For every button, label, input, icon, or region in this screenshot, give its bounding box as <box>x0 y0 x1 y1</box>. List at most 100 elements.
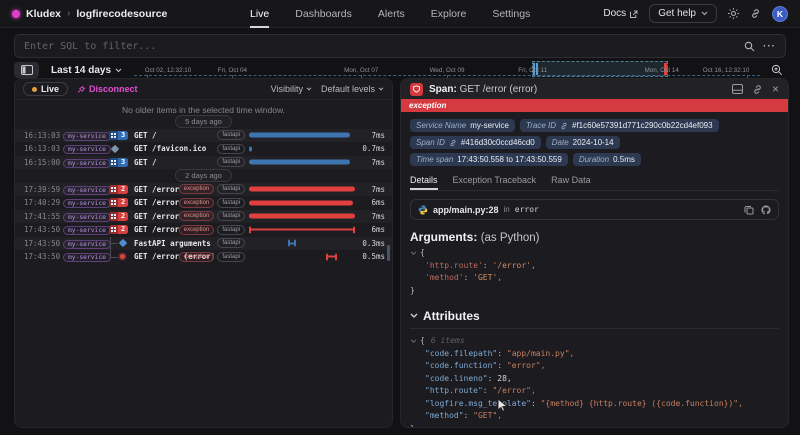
duration-bar <box>249 214 355 219</box>
trace-row[interactable]: 16:13:03my-service3GET /fastapi7ms <box>15 129 392 143</box>
trace-row-name: GET /error <box>134 225 177 234</box>
get-help-button[interactable]: Get help <box>649 4 717 23</box>
dock-panel-icon[interactable] <box>732 84 743 94</box>
exception-banner: exception <box>401 99 788 112</box>
trace-row[interactable]: 17:43:50my-serviceFastAPI argumentsfasta… <box>15 237 392 251</box>
more-options-icon[interactable]: ··· <box>763 41 776 52</box>
trace-row[interactable]: 17:43:50my-serviceGET /error (error)exce… <box>15 250 392 264</box>
trace-row[interactable]: 17:40:29my-service2GET /errorexceptionfa… <box>15 196 392 210</box>
visibility-dropdown[interactable]: Visibility <box>271 84 312 94</box>
trace-row-name: GET / <box>134 158 177 167</box>
sql-filter-input[interactable] <box>24 41 736 52</box>
scrollbar-thumb[interactable] <box>387 245 390 261</box>
trace-row-time: 17:41:55 <box>24 212 59 221</box>
nav-item-alerts[interactable]: Alerts <box>378 0 405 28</box>
duration-span-marker <box>326 253 337 260</box>
disconnect-button[interactable]: Disconnect <box>77 84 138 94</box>
duration-bar <box>249 187 355 192</box>
trace-row[interactable]: 17:41:55my-service2GET /errorexceptionfa… <box>15 210 392 224</box>
timeline-track[interactable]: Oct 02, 12:32:10Fri, Oct 04Mon, Oct 07We… <box>134 62 760 78</box>
collapse-caret-icon[interactable] <box>410 339 417 344</box>
trace-row-service: my-service <box>63 225 105 234</box>
meta-badge-duration[interactable]: Duration0.5ms <box>573 153 641 166</box>
trace-row-marker <box>109 250 130 264</box>
time-gap-pill[interactable]: 2 days ago <box>175 169 232 182</box>
nav-item-live[interactable]: Live <box>250 0 269 28</box>
nav-item-dashboards[interactable]: Dashboards <box>295 0 352 28</box>
attr-key: "http.route" <box>425 385 483 398</box>
copy-link-icon[interactable] <box>752 84 763 95</box>
tag-fastapi: fastapi <box>217 252 245 262</box>
code-location-file: app/main.py:28 <box>433 205 499 215</box>
default-levels-dropdown[interactable]: Default levels <box>321 84 384 94</box>
plug-icon <box>77 85 86 94</box>
avatar[interactable]: K <box>772 6 788 22</box>
get-help-label: Get help <box>658 8 696 19</box>
span-count-badge[interactable]: 3 <box>109 131 128 140</box>
collapse-caret-icon[interactable] <box>410 251 417 256</box>
code-line: { <box>410 247 779 260</box>
service-pill: my-service <box>63 240 111 249</box>
trace-row[interactable]: 17:39:59my-service2GET /errorexceptionfa… <box>15 183 392 197</box>
meta-badge-trace-id[interactable]: Trace ID#f1c60e57391d771c290c0b22cd4ef09… <box>520 119 719 132</box>
trace-row-service: my-service <box>63 252 105 261</box>
time-gap-pill[interactable]: 5 days ago <box>175 115 232 128</box>
sidebar-toggle-button[interactable] <box>14 62 39 78</box>
trace-row[interactable]: 17:43:50my-service2GET /errorexceptionfa… <box>15 223 392 237</box>
search-icon[interactable] <box>744 41 755 52</box>
nested-spans-icon <box>109 131 118 140</box>
attributes-heading[interactable]: Attributes <box>410 309 779 329</box>
docs-link[interactable]: Docs <box>603 8 638 19</box>
code-location-card[interactable]: app/main.py:28 in error <box>410 199 779 220</box>
nav-item-explore[interactable]: Explore <box>431 0 467 28</box>
arg-value: 'GET', <box>473 272 502 285</box>
code-line: 'http.route': '/error', <box>410 260 779 273</box>
sql-filter-bar: ··· <box>14 34 786 58</box>
close-icon[interactable]: × <box>772 83 779 95</box>
tab-raw-data[interactable]: Raw Data <box>551 172 591 190</box>
span-count: 3 <box>118 131 128 140</box>
nav-item-settings[interactable]: Settings <box>492 0 530 28</box>
span-count-badge[interactable]: 2 <box>109 225 128 234</box>
code-line: "logfire.msg_template": "{method} {http.… <box>410 398 779 411</box>
trace-row[interactable]: 16:15:00my-service3GET /fastapi7ms <box>15 156 392 170</box>
timeline-tick-label: Fri, Oct 04 <box>218 67 247 74</box>
attr-key: "logfire.msg_template" <box>425 398 531 411</box>
span-count: 3 <box>118 158 128 167</box>
duration-bar <box>249 200 353 205</box>
trace-row[interactable]: 16:13:03my-serviceGET /favicon.icofastap… <box>15 142 392 156</box>
meta-badge-date[interactable]: Date2024-10-14 <box>546 136 620 149</box>
live-status-pill[interactable]: Live <box>23 82 68 96</box>
logfire-logo-icon[interactable] <box>12 10 20 18</box>
meta-badge-service-name[interactable]: Service Namemy-service <box>410 119 515 132</box>
trace-row-time: 17:39:59 <box>24 185 59 194</box>
tab-details[interactable]: Details <box>410 172 438 190</box>
chevron-down-icon <box>306 87 312 91</box>
open-brace: { <box>420 335 425 348</box>
theme-toggle-button[interactable] <box>728 8 739 19</box>
span-count: 2 <box>118 225 128 234</box>
close-brace: } <box>410 423 415 429</box>
share-link-button[interactable] <box>750 8 761 19</box>
meta-badge-label: Date <box>552 138 569 147</box>
meta-badge-time-span[interactable]: Time span17:43:50.558 to 17:43:50.559 <box>410 153 568 166</box>
span-count-badge[interactable]: 3 <box>109 158 128 167</box>
breadcrumb-org[interactable]: Kludex <box>26 8 61 20</box>
span-count-badge[interactable]: 2 <box>109 198 128 207</box>
copy-icon[interactable] <box>744 205 754 215</box>
timeline-zoom-button[interactable] <box>768 62 786 78</box>
span-count-badge[interactable]: 2 <box>109 212 128 221</box>
time-range-select[interactable]: Last 14 days <box>47 65 126 76</box>
timeline-tick-label: Oct 16, 12:32:10 <box>703 67 750 74</box>
tab-exception-traceback[interactable]: Exception Traceback <box>453 172 537 190</box>
code-line: "code.filepath": "app/main.py", <box>410 348 779 361</box>
github-icon[interactable] <box>761 205 771 215</box>
breadcrumb-project[interactable]: logfirecodesource <box>76 8 167 20</box>
trace-row-tags: exceptionfastapi <box>181 211 245 221</box>
meta-badge-span-id[interactable]: Span ID#416d30c0ccd46cd0 <box>410 136 541 149</box>
chevron-down-icon <box>410 313 418 319</box>
colon: : <box>464 272 474 285</box>
external-link-icon <box>630 10 638 18</box>
span-count-badge[interactable]: 2 <box>109 185 128 194</box>
arg-key: 'method' <box>425 272 464 285</box>
